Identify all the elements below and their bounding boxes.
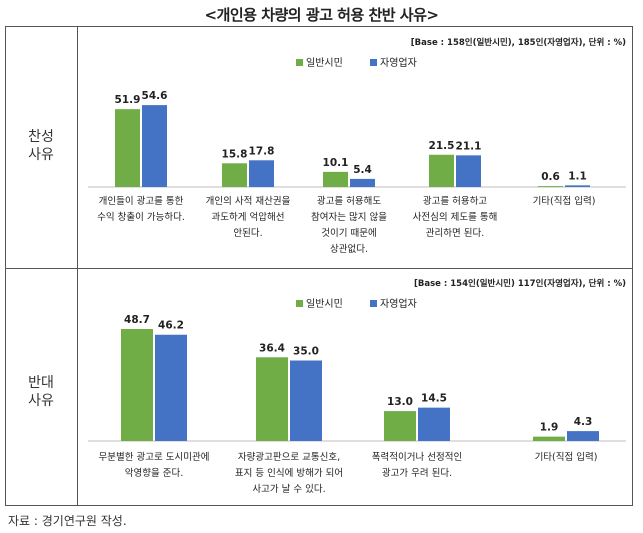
bar — [418, 407, 450, 441]
category-label: 광고를 허용해도 — [317, 195, 381, 207]
bar — [533, 436, 565, 441]
data-label: 13.0 — [387, 396, 413, 408]
bar — [256, 357, 288, 441]
category-label: 광고를 허용하고 — [423, 195, 487, 207]
bar — [384, 411, 416, 441]
data-label: 14.5 — [421, 393, 447, 405]
legend-swatch-1 — [296, 300, 303, 307]
approve-reasons-chart: [Base : 158인(일반시민), 185인(자영업자), 단위 : %) 일… — [88, 37, 626, 255]
category-label: 기타(직접 입력) — [535, 451, 598, 463]
bar — [565, 185, 590, 187]
category-label: 무분별한 광고로 도시미관에 — [99, 451, 210, 463]
data-label: 54.6 — [142, 90, 168, 102]
data-label: 21.5 — [429, 140, 455, 152]
bar — [142, 105, 167, 187]
data-label: 4.3 — [574, 416, 593, 428]
data-label: 51.9 — [115, 94, 141, 106]
legend-label-1: 일반시민 — [306, 57, 343, 69]
category-label: 상관없다. — [330, 243, 368, 255]
legend-swatch-2 — [370, 300, 377, 307]
category-label: 것이기 때문에 — [321, 228, 376, 239]
legend-label-2: 자영업자 — [380, 297, 417, 310]
source-note: 자료 : 경기연구원 작성. — [8, 514, 127, 528]
data-label: 1.9 — [540, 422, 559, 434]
data-label: 21.1 — [456, 140, 482, 152]
category-label: 기타(직접 입력) — [533, 195, 596, 207]
data-label: 48.7 — [124, 314, 150, 326]
legend-swatch-2 — [370, 59, 377, 66]
data-label: 10.1 — [323, 157, 349, 169]
data-label: 17.8 — [249, 145, 275, 157]
data-label: 15.8 — [222, 148, 248, 160]
oppose-reasons-chart: [Base : 154인(일반시민) 117인(자영업자), 단위 : %) 일반… — [88, 278, 626, 495]
category-label: 광고가 우려 된다. — [382, 467, 452, 479]
bar — [121, 328, 153, 441]
category-label: 악영향을 준다. — [125, 467, 183, 479]
legend-label-1: 일반시민 — [306, 298, 343, 310]
category-label: 자량광고판으로 교통신호, — [238, 451, 340, 463]
category-label: 과도하게 억압해선 — [212, 211, 285, 223]
category-label: 참여자는 많지 않을 — [311, 211, 387, 223]
data-label: 1.1 — [568, 170, 587, 182]
chart-title: <개인용 차량의 광고 허용 찬반 사유> — [204, 6, 439, 24]
approve-label-line-2: 사유 — [28, 147, 54, 163]
bar — [350, 178, 375, 187]
category-label: 사전심의 제도를 통해 — [413, 211, 498, 223]
bar — [155, 334, 187, 441]
data-label: 36.4 — [259, 342, 285, 354]
category-label: 개인의 사적 재산권을 — [206, 195, 291, 207]
bar — [429, 154, 454, 187]
category-label: 관리하면 된다. — [426, 227, 484, 239]
bar — [567, 431, 599, 441]
category-label: 표지 등 인식에 방해가 되어 — [235, 467, 343, 479]
bar — [538, 186, 563, 187]
label-column-divider — [77, 26, 78, 506]
oppose-label-line-2: 사유 — [28, 393, 54, 409]
data-label: 35.0 — [293, 346, 319, 358]
oppose-reason-label: 반대 사유 — [5, 374, 77, 410]
bar — [222, 163, 247, 187]
approve-reason-label: 찬성 사유 — [5, 128, 77, 164]
base-note: [Base : 158인(일반시민), 185인(자영업자), 단위 : %) — [411, 37, 626, 48]
category-label: 폭력적이거나 선정적인 — [372, 451, 462, 463]
table-frame — [5, 26, 633, 506]
legend-swatch-1 — [296, 59, 303, 66]
bar — [290, 360, 322, 441]
oppose-label-line-1: 반대 — [28, 375, 54, 391]
data-label: 5.4 — [353, 164, 372, 176]
approve-label-line-1: 찬성 — [28, 129, 54, 145]
data-label: 46.2 — [158, 320, 184, 332]
category-label: 안된다. — [233, 227, 262, 239]
section-divider — [5, 268, 633, 269]
category-label: 수익 창출이 가능하다. — [97, 211, 185, 223]
category-label: 사고가 날 수 있다. — [252, 483, 325, 495]
legend-label-2: 자영업자 — [380, 56, 417, 69]
data-label: 0.6 — [541, 171, 560, 183]
bar — [115, 109, 140, 187]
bar — [249, 160, 274, 187]
bar — [456, 155, 481, 187]
bar — [323, 171, 348, 187]
base-note: [Base : 154인(일반시민) 117인(자영업자), 단위 : %) — [414, 278, 626, 289]
category-label: 개인들이 광고를 통한 — [99, 195, 184, 207]
